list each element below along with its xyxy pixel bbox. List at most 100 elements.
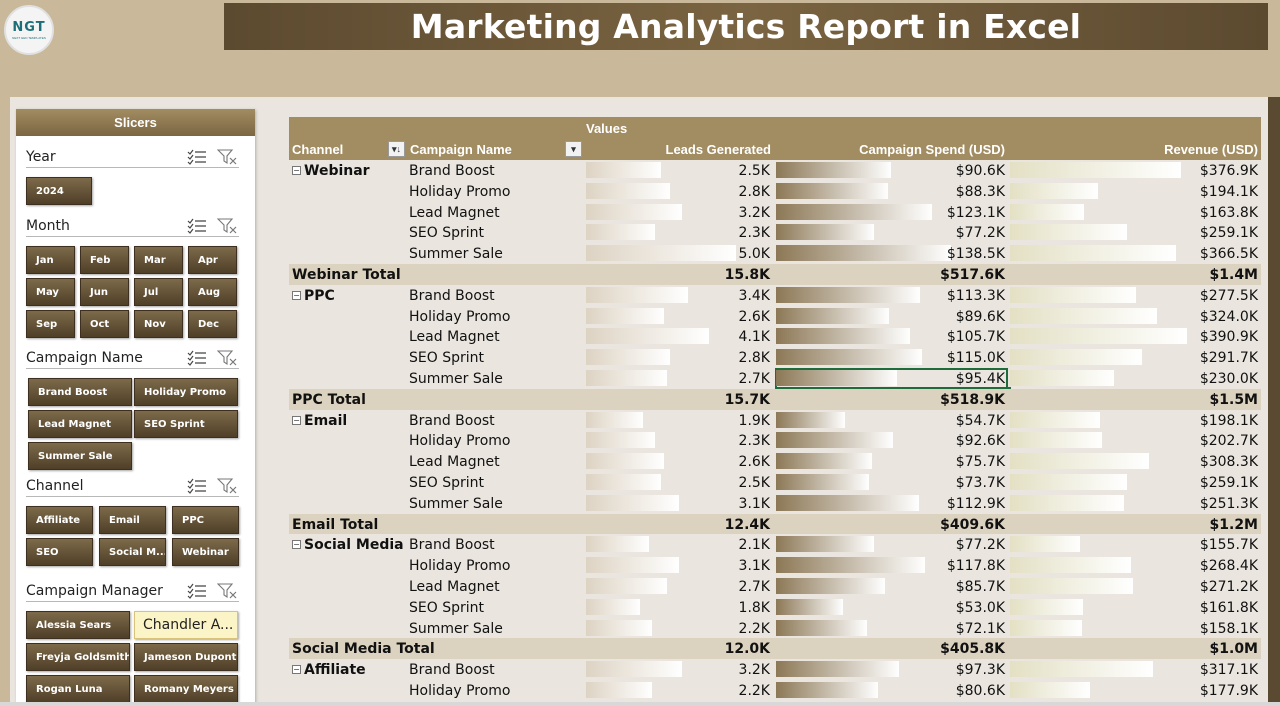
slicer-item[interactable]: PPC bbox=[172, 506, 239, 534]
leads-cell[interactable]: 5.0K bbox=[585, 243, 773, 264]
slicer-item[interactable]: Apr bbox=[188, 246, 237, 274]
collapse-toggle-icon[interactable]: − bbox=[292, 665, 301, 675]
multi-select-icon[interactable] bbox=[187, 218, 207, 234]
multi-select-icon[interactable] bbox=[187, 350, 207, 366]
leads-total-cell[interactable]: 12.0K bbox=[585, 638, 773, 659]
revenue-total-cell[interactable]: $1.2M bbox=[1009, 514, 1261, 535]
revenue-cell[interactable]: $158.1K bbox=[1009, 618, 1261, 639]
slicer-item[interactable]: May bbox=[26, 278, 75, 306]
spend-cell[interactable]: $77.2K bbox=[775, 222, 1008, 243]
campaign-filter-dropdown[interactable]: ▾ bbox=[565, 141, 582, 157]
spend-cell[interactable]: $89.6K bbox=[775, 306, 1008, 327]
slicer-item[interactable]: Jul bbox=[134, 278, 183, 306]
slicer-item[interactable]: Affiliate bbox=[26, 506, 93, 534]
clear-filter-icon[interactable] bbox=[216, 478, 237, 494]
leads-cell[interactable]: 4.1K bbox=[585, 326, 773, 347]
revenue-total-cell[interactable]: $1.5M bbox=[1009, 389, 1261, 410]
leads-cell[interactable]: 3.4K bbox=[585, 285, 773, 306]
slicer-item[interactable]: SEO bbox=[26, 538, 93, 566]
spend-cell[interactable]: $85.7K bbox=[775, 576, 1008, 597]
slicer-item[interactable]: Freyja Goldsmith bbox=[26, 643, 130, 671]
slicer-item[interactable]: Chandler A... bbox=[134, 611, 238, 639]
leads-cell[interactable]: 2.5K bbox=[585, 160, 773, 181]
spend-cell[interactable]: $73.7K bbox=[775, 472, 1008, 493]
leads-cell[interactable]: 2.2K bbox=[585, 618, 773, 639]
leads-cell[interactable]: 3.2K bbox=[585, 659, 773, 680]
leads-cell[interactable]: 3.1K bbox=[585, 493, 773, 514]
leads-cell[interactable]: 2.8K bbox=[585, 181, 773, 202]
clear-filter-icon[interactable] bbox=[216, 149, 237, 165]
leads-total-cell[interactable]: 15.8K bbox=[585, 264, 773, 285]
leads-cell[interactable]: 2.6K bbox=[585, 306, 773, 327]
spend-cell[interactable]: $90.6K bbox=[775, 160, 1008, 181]
slicer-item[interactable]: Jun bbox=[80, 278, 129, 306]
multi-select-icon[interactable] bbox=[187, 583, 207, 599]
revenue-cell[interactable]: $324.0K bbox=[1009, 306, 1261, 327]
leads-cell[interactable]: 3.1K bbox=[585, 555, 773, 576]
slicer-item[interactable]: Romany Meyers bbox=[134, 675, 238, 703]
revenue-cell[interactable]: $194.1K bbox=[1009, 181, 1261, 202]
revenue-cell[interactable]: $163.8K bbox=[1009, 202, 1261, 223]
spend-cell[interactable]: $113.3K bbox=[775, 285, 1008, 306]
collapse-toggle-icon[interactable]: − bbox=[292, 290, 301, 300]
leads-cell[interactable]: 2.8K bbox=[585, 347, 773, 368]
slicer-item[interactable]: Webinar bbox=[172, 538, 239, 566]
leads-cell[interactable]: 1.9K bbox=[585, 410, 773, 431]
slicer-item[interactable]: Summer Sale bbox=[28, 442, 132, 470]
spend-cell[interactable]: $77.2K bbox=[775, 534, 1008, 555]
leads-cell[interactable]: 2.7K bbox=[585, 576, 773, 597]
spend-cell[interactable]: $123.1K bbox=[775, 202, 1008, 223]
slicer-item[interactable]: 2024 bbox=[26, 177, 92, 205]
collapse-toggle-icon[interactable]: − bbox=[292, 166, 301, 175]
leads-cell[interactable]: 2.5K bbox=[585, 472, 773, 493]
spend-cell[interactable]: $105.7K bbox=[775, 326, 1008, 347]
slicer-item[interactable]: Sep bbox=[26, 310, 75, 338]
slicer-item[interactable]: SEO Sprint bbox=[134, 410, 238, 438]
revenue-cell[interactable]: $291.7K bbox=[1009, 347, 1261, 368]
multi-select-icon[interactable] bbox=[187, 149, 207, 165]
multi-select-icon[interactable] bbox=[187, 478, 207, 494]
spend-cell[interactable]: $92.6K bbox=[775, 430, 1008, 451]
revenue-cell[interactable]: $161.8K bbox=[1009, 597, 1261, 618]
spend-cell[interactable]: $72.1K bbox=[775, 618, 1008, 639]
revenue-cell[interactable]: $198.1K bbox=[1009, 410, 1261, 431]
slicer-item[interactable]: Holiday Promo bbox=[134, 378, 238, 406]
slicer-item[interactable]: Social M... bbox=[99, 538, 166, 566]
revenue-cell[interactable]: $268.4K bbox=[1009, 555, 1261, 576]
slicer-item[interactable]: Lead Magnet bbox=[28, 410, 132, 438]
collapse-toggle-icon[interactable]: − bbox=[292, 415, 301, 425]
slicer-item[interactable]: Jameson Dupont bbox=[134, 643, 238, 671]
revenue-cell[interactable]: $390.9K bbox=[1009, 326, 1261, 347]
spend-total-cell[interactable]: $517.6K bbox=[775, 264, 1008, 285]
spend-cell[interactable]: $115.0K bbox=[775, 347, 1008, 368]
revenue-cell[interactable]: $177.9K bbox=[1009, 680, 1261, 701]
spend-total-cell[interactable]: $405.8K bbox=[775, 638, 1008, 659]
leads-cell[interactable]: 3.2K bbox=[585, 202, 773, 223]
spend-total-cell[interactable]: $518.9K bbox=[775, 389, 1008, 410]
revenue-cell[interactable]: $308.3K bbox=[1009, 451, 1261, 472]
spend-cell[interactable]: $112.9K bbox=[775, 493, 1008, 514]
leads-total-cell[interactable]: 12.4K bbox=[585, 514, 773, 535]
leads-cell[interactable]: 2.7K bbox=[585, 368, 773, 389]
spend-cell[interactable]: $54.7K bbox=[775, 410, 1008, 431]
spend-cell[interactable]: $80.6K bbox=[775, 680, 1008, 701]
slicer-item[interactable]: Mar bbox=[134, 246, 183, 274]
leads-cell[interactable]: 2.1K bbox=[585, 534, 773, 555]
spend-cell[interactable]: $138.5K bbox=[775, 243, 1008, 264]
slicer-item[interactable]: Alessia Sears bbox=[26, 611, 130, 639]
leads-cell[interactable]: 2.3K bbox=[585, 430, 773, 451]
slicer-item[interactable]: Dec bbox=[188, 310, 237, 338]
spend-cell[interactable]: $117.8K bbox=[775, 555, 1008, 576]
slicer-item[interactable]: Jan bbox=[26, 246, 75, 274]
spend-cell[interactable]: $88.3K bbox=[775, 181, 1008, 202]
collapse-toggle-icon[interactable]: − bbox=[292, 540, 301, 550]
clear-filter-icon[interactable] bbox=[216, 218, 237, 234]
spend-cell[interactable]: $75.7K bbox=[775, 451, 1008, 472]
clear-filter-icon[interactable] bbox=[216, 583, 237, 599]
revenue-total-cell[interactable]: $1.4M bbox=[1009, 264, 1261, 285]
leads-cell[interactable]: 2.6K bbox=[585, 451, 773, 472]
revenue-cell[interactable]: $271.2K bbox=[1009, 576, 1261, 597]
revenue-cell[interactable]: $376.9K bbox=[1009, 160, 1261, 181]
revenue-cell[interactable]: $259.1K bbox=[1009, 222, 1261, 243]
slicer-item[interactable]: Feb bbox=[80, 246, 129, 274]
